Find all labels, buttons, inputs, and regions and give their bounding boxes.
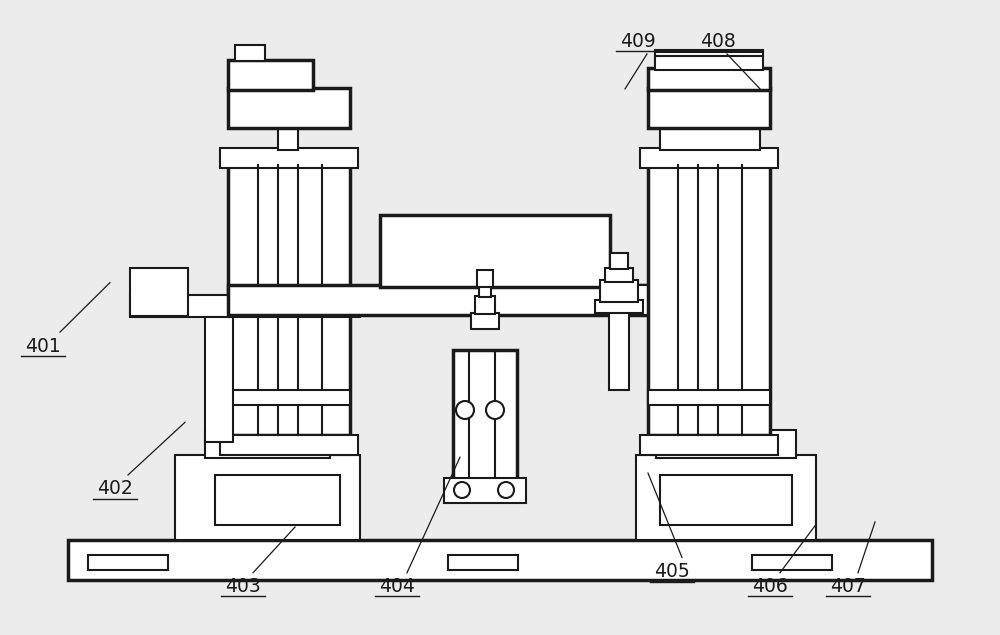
Text: 408: 408 [700,32,736,51]
Bar [205,430,330,458]
Bar [448,555,518,570]
Bar [228,60,313,90]
Bar [648,390,770,405]
Text: 403: 403 [225,577,261,596]
Bar [656,430,796,458]
Circle shape [454,482,470,498]
Bar [471,313,499,329]
Bar [444,478,526,503]
Bar [648,88,770,128]
Bar [655,50,763,70]
Bar [228,285,762,315]
Bar [600,280,638,302]
Bar [660,125,760,150]
Bar [205,317,233,442]
Bar [610,253,628,269]
Bar [640,435,778,455]
Bar [220,435,358,455]
Bar [752,555,832,570]
Bar [605,268,633,282]
Bar [130,268,188,316]
Bar [88,555,168,570]
Bar [609,310,629,390]
Bar [68,540,932,580]
Bar [130,295,360,317]
Text: 405: 405 [654,562,690,581]
Bar [228,88,350,128]
Bar [453,350,517,480]
Bar [660,475,792,525]
Circle shape [486,401,504,419]
Text: 409: 409 [620,32,656,51]
Bar [479,285,491,297]
Text: 404: 404 [379,577,415,596]
Bar [636,455,816,540]
Bar [620,285,762,315]
Text: 407: 407 [830,577,866,596]
Circle shape [498,482,514,498]
Bar [215,475,340,525]
Bar [640,148,778,168]
Bar [235,45,265,61]
Bar [648,165,770,435]
Bar [380,215,610,287]
Bar [175,455,360,540]
Bar [228,390,350,405]
Bar [220,148,358,168]
Bar [648,68,770,90]
Text: 406: 406 [752,577,788,596]
Text: 402: 402 [97,479,133,498]
Bar [278,125,298,150]
Bar [595,300,643,313]
Bar [475,296,495,314]
Bar [228,165,350,435]
Circle shape [456,401,474,419]
Text: 401: 401 [25,337,61,356]
Bar [477,270,493,287]
